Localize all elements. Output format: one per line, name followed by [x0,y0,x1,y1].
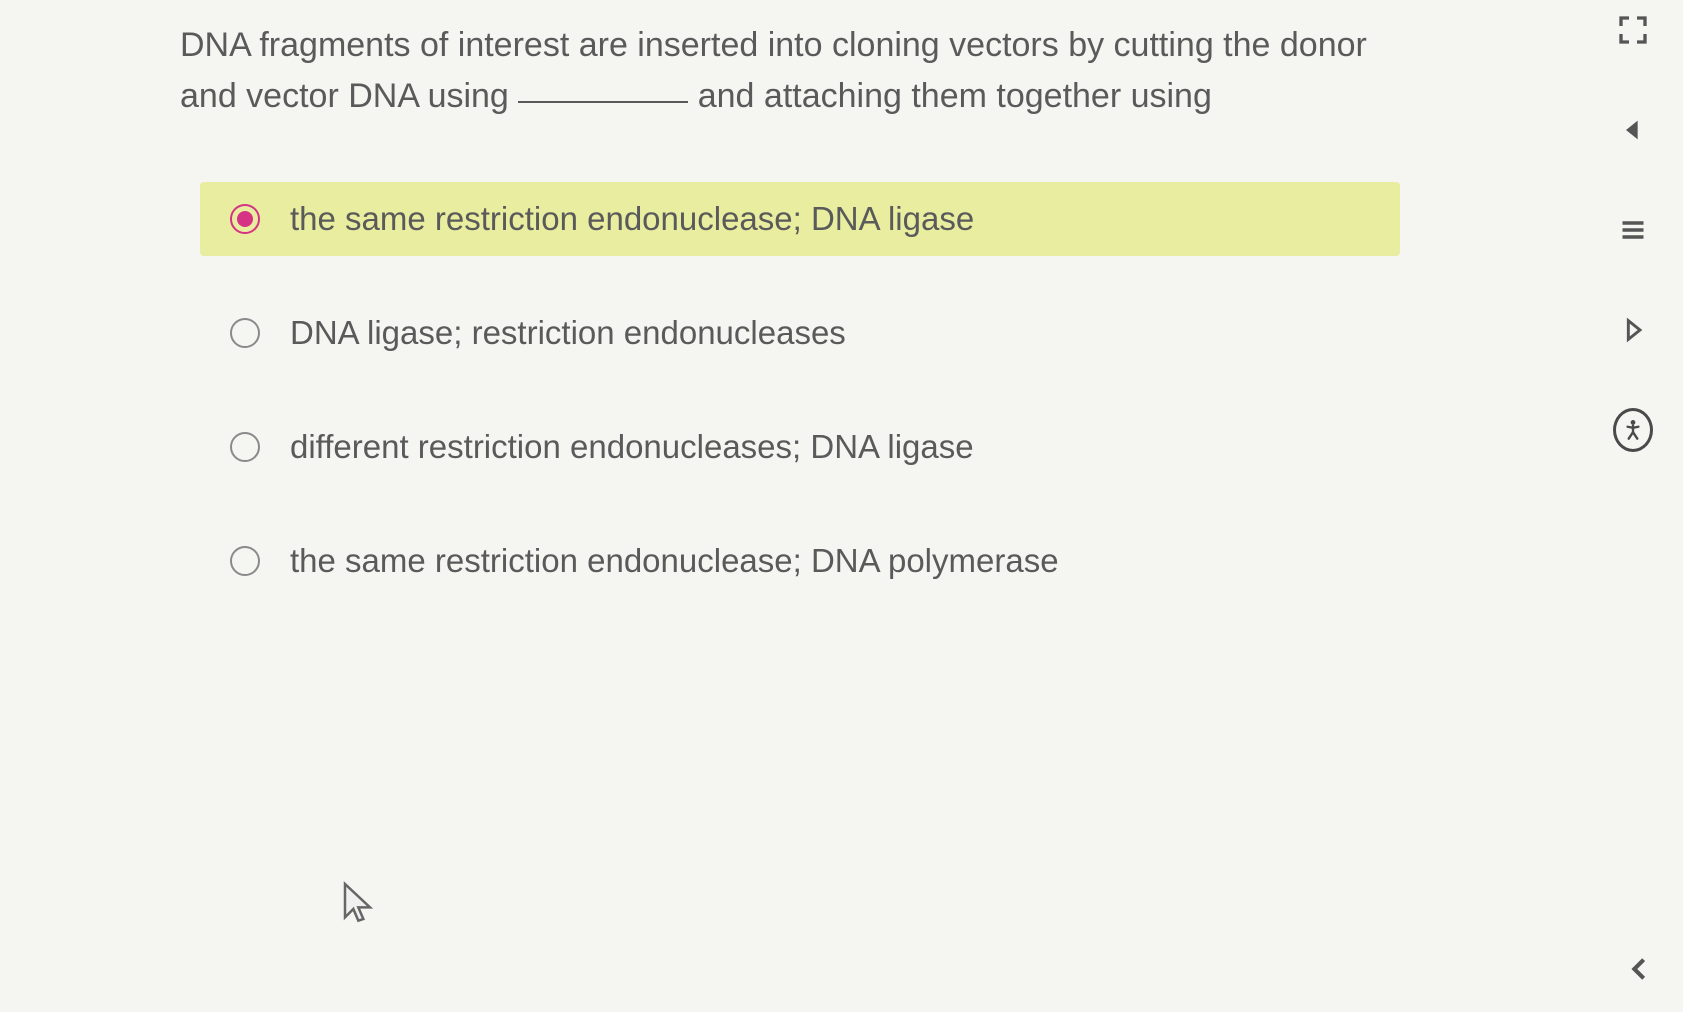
option-4[interactable]: the same restriction endonuclease; DNA p… [200,524,1400,598]
prev-icon[interactable] [1613,110,1653,150]
next-icon[interactable] [1613,310,1653,350]
radio-button-3[interactable] [230,432,260,462]
radio-button-1[interactable] [230,204,260,234]
blank-line [518,101,688,103]
radio-inner-selected [237,211,253,227]
question-text: DNA fragments of interest are inserted i… [180,20,1400,122]
option-2-label: DNA ligase; restriction endonucleases [290,314,846,352]
option-3-label: different restriction endonucleases; DNA… [290,428,974,466]
question-part2: and attaching them together using [688,77,1212,115]
cursor-icon [340,880,380,933]
option-3[interactable]: different restriction endonucleases; DNA… [200,410,1400,484]
option-4-label: the same restriction endonuclease; DNA p… [290,542,1059,580]
option-2[interactable]: DNA ligase; restriction endonucleases [200,296,1400,370]
question-panel: DNA fragments of interest are inserted i… [0,0,1580,658]
accessibility-icon[interactable] [1613,410,1653,450]
chevron-left-icon[interactable] [1625,951,1653,992]
sidebar [1583,0,1683,1012]
radio-button-2[interactable] [230,318,260,348]
option-1[interactable]: the same restriction endonuclease; DNA l… [200,182,1400,256]
fullscreen-icon[interactable] [1613,10,1653,50]
menu-icon[interactable] [1613,210,1653,250]
options-container: the same restriction endonuclease; DNA l… [200,182,1400,598]
radio-button-4[interactable] [230,546,260,576]
option-1-label: the same restriction endonuclease; DNA l… [290,200,974,238]
